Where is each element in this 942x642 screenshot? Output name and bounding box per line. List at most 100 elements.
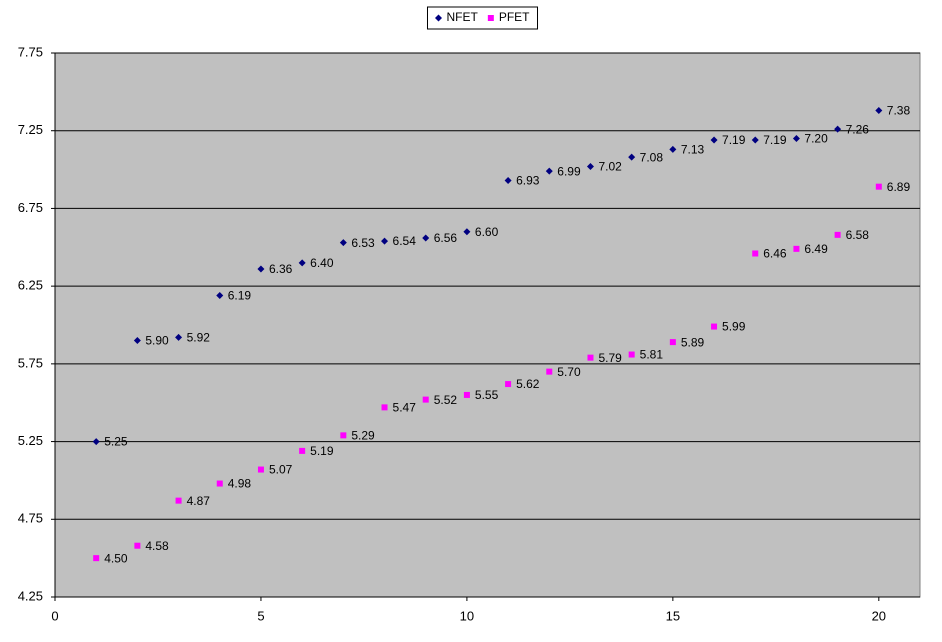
data-label: 5.62	[516, 377, 540, 391]
plot-area	[54, 52, 921, 598]
x-tick-label: 10	[460, 608, 474, 623]
data-label: 5.55	[475, 388, 499, 402]
data-label: 5.81	[640, 348, 664, 362]
y-tick-label: 7.75	[18, 44, 43, 59]
data-label: 5.92	[187, 331, 211, 345]
legend-marker	[434, 14, 442, 22]
data-point	[463, 228, 471, 236]
data-label: 6.19	[228, 289, 252, 303]
data-label: 5.79	[598, 351, 622, 365]
data-label: 5.07	[269, 463, 293, 477]
data-point	[175, 497, 182, 504]
data-point	[216, 291, 224, 299]
data-point	[834, 125, 842, 133]
data-label: 7.20	[804, 132, 828, 146]
data-label: 5.25	[104, 435, 128, 449]
data-point	[504, 176, 512, 184]
legend-box	[426, 6, 539, 30]
x-tick-label: 20	[872, 608, 886, 623]
y-tick-label: 5.75	[18, 355, 43, 370]
data-label: 6.93	[516, 174, 540, 188]
data-point	[134, 542, 141, 549]
y-tick-label: 7.25	[18, 122, 43, 137]
data-point	[792, 134, 800, 142]
data-point	[133, 337, 141, 345]
data-label: 7.08	[640, 150, 664, 164]
data-point	[875, 107, 883, 115]
data-label: 5.70	[557, 365, 581, 379]
data-point	[546, 368, 553, 375]
legend-marker	[487, 15, 494, 21]
y-tick-label: 4.25	[18, 588, 43, 603]
data-label: 6.60	[475, 225, 499, 239]
x-tick-label: 15	[666, 608, 680, 623]
data-label: 5.90	[145, 334, 169, 348]
data-point	[92, 438, 100, 446]
data-label: 7.38	[887, 104, 911, 118]
data-point	[175, 333, 183, 341]
data-label: 6.40	[310, 256, 334, 270]
data-label: 4.58	[145, 539, 169, 553]
data-point	[669, 339, 676, 346]
data-label: 4.98	[228, 477, 252, 491]
data-label: 6.53	[351, 236, 375, 250]
data-label: 7.13	[681, 143, 705, 157]
data-point	[628, 153, 636, 161]
data-point	[299, 447, 306, 454]
data-label: 5.52	[434, 393, 458, 407]
x-tick-label: 5	[257, 608, 264, 623]
data-point	[422, 396, 429, 403]
data-point	[381, 404, 388, 411]
data-point	[711, 323, 718, 330]
data-point	[669, 145, 677, 153]
y-tick-label: 4.75	[18, 511, 43, 526]
data-point	[505, 381, 512, 388]
data-point	[340, 432, 347, 439]
data-label: 5.47	[393, 401, 417, 415]
data-point	[257, 466, 264, 473]
data-label: 6.46	[763, 247, 787, 261]
data-point	[257, 265, 265, 273]
data-label: 4.50	[104, 551, 128, 565]
data-point	[710, 136, 718, 144]
x-tick-label: 0	[51, 608, 58, 623]
data-label: 6.89	[887, 180, 911, 194]
data-point	[875, 183, 882, 190]
legend-label: NFET	[446, 10, 478, 24]
data-point	[793, 245, 800, 252]
data-point	[628, 351, 635, 358]
data-label: 6.58	[846, 228, 870, 242]
data-label: 6.56	[434, 231, 458, 245]
data-label: 6.49	[804, 242, 828, 256]
data-point	[834, 231, 841, 238]
data-point	[298, 259, 306, 267]
data-label: 7.02	[598, 160, 622, 174]
data-label: 5.99	[722, 320, 746, 334]
data-label: 7.26	[846, 122, 870, 136]
data-label: 7.19	[763, 133, 787, 147]
data-point	[751, 136, 759, 144]
data-label: 6.54	[393, 234, 417, 248]
data-point	[752, 250, 759, 257]
data-label: 5.89	[681, 335, 705, 349]
data-point	[216, 480, 223, 487]
data-label: 5.19	[310, 444, 334, 458]
data-point	[339, 239, 347, 247]
data-label: 6.36	[269, 262, 293, 276]
y-tick-label: 5.25	[18, 433, 43, 448]
data-label: 6.99	[557, 164, 581, 178]
data-point	[463, 391, 470, 398]
legend: NFET PFET	[426, 6, 539, 30]
data-point	[422, 234, 430, 242]
data-label: 4.87	[187, 494, 211, 508]
legend-label: PFET	[499, 10, 530, 24]
data-point	[587, 354, 594, 361]
data-label: 7.19	[722, 133, 746, 147]
y-tick-label: 6.75	[18, 200, 43, 215]
data-point	[545, 167, 553, 175]
data-label: 5.29	[351, 429, 375, 443]
y-tick-label: 6.25	[18, 278, 43, 293]
data-point	[586, 162, 594, 170]
data-point	[93, 555, 100, 562]
